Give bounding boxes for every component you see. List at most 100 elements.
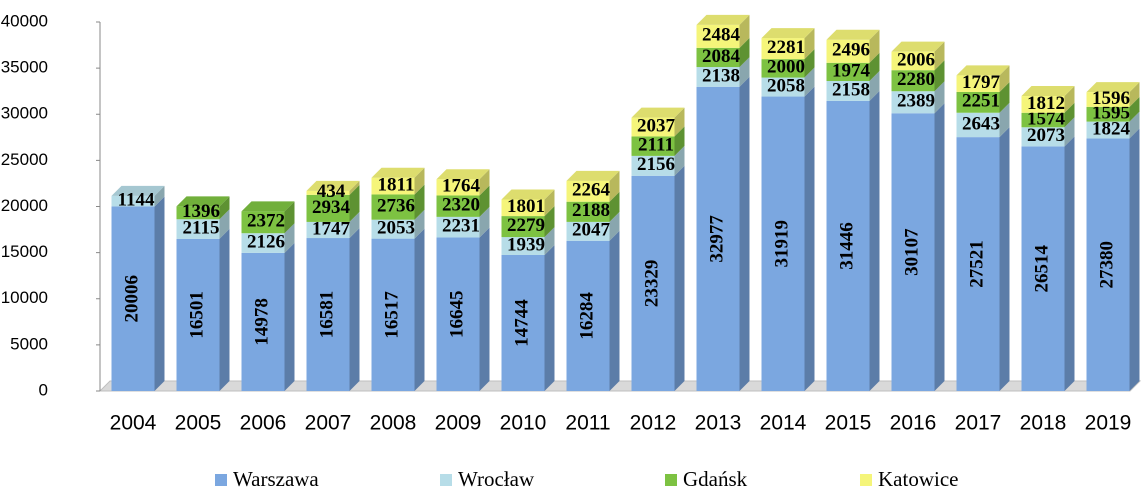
bar-top (631, 107, 685, 118)
data-label: 1574 (1027, 108, 1066, 129)
data-label: 2320 (442, 195, 480, 216)
legend-label: Katowice (878, 467, 958, 491)
bar-top (826, 29, 880, 40)
bar (566, 221, 610, 241)
data-label: 2372 (247, 211, 285, 232)
data-label: 16284 (576, 292, 597, 340)
bar-side (609, 191, 620, 222)
data-label: 2037 (637, 115, 676, 136)
bar-side (284, 201, 295, 234)
data-label: 1747 (312, 218, 351, 239)
bar-side (479, 169, 490, 196)
data-label: 1144 (118, 190, 155, 211)
data-label: 32977 (706, 215, 727, 263)
bar (956, 112, 1000, 138)
y-tick-label: 35000 (1, 58, 48, 77)
y-tick-label: 40000 (1, 11, 48, 30)
bar-top (176, 196, 230, 207)
data-label: 2736 (377, 195, 415, 216)
legend-swatch (860, 474, 872, 486)
bar (111, 206, 155, 391)
bar-side (219, 228, 230, 391)
data-label: 1824 (1092, 118, 1131, 139)
bar-top (436, 169, 490, 180)
bar-side (999, 127, 1010, 391)
data-label: 1764 (442, 176, 481, 197)
bar (891, 51, 935, 71)
bar-side (869, 90, 880, 392)
bar (566, 240, 610, 391)
bar (1086, 121, 1130, 139)
bar-side (999, 65, 1010, 92)
x-tick-label: 2005 (175, 412, 222, 435)
bar-side (1129, 128, 1140, 391)
data-label: 16501 (186, 291, 207, 339)
legend-swatch (440, 474, 452, 486)
bar-side (154, 196, 165, 391)
bar-side (479, 185, 490, 217)
bar (1021, 112, 1065, 128)
x-tick-label: 2004 (110, 412, 157, 435)
bar-side (869, 52, 880, 82)
data-label: 1939 (507, 234, 545, 255)
bar-side (674, 145, 685, 176)
data-label: 2006 (897, 49, 935, 70)
bar (1086, 92, 1130, 107)
bar-side (804, 28, 815, 60)
bar-side (1129, 96, 1140, 122)
data-label: 2000 (767, 57, 805, 78)
bar-side (284, 242, 295, 391)
data-label: 1595 (1092, 103, 1130, 124)
bar (631, 175, 675, 391)
bar-side (219, 196, 230, 220)
bar (306, 238, 350, 391)
bar-side (804, 49, 815, 78)
data-label: 23329 (641, 260, 662, 308)
data-label: 1596 (1092, 88, 1130, 109)
data-label: 2264 (572, 180, 611, 201)
data-label: 31919 (771, 220, 792, 268)
legend-swatch (665, 474, 677, 486)
bar (176, 238, 220, 391)
legend-swatch (215, 474, 227, 486)
bar (1086, 106, 1130, 122)
data-label: 2643 (962, 113, 1000, 134)
bar-side (414, 184, 425, 220)
data-label: 2934 (312, 197, 351, 218)
data-label: 2280 (897, 69, 935, 90)
bar-side (479, 206, 490, 238)
bar-side (609, 230, 620, 391)
x-tick-label: 2019 (1085, 412, 1132, 435)
data-label: 26514 (1031, 244, 1052, 292)
bar (826, 62, 870, 82)
bar-side (674, 107, 685, 137)
data-label: 1811 (378, 174, 415, 195)
bar-side (934, 60, 945, 92)
bar-side (609, 211, 620, 241)
y-tick-label: 30000 (1, 104, 48, 123)
bar-top (1086, 82, 1140, 93)
bar (761, 77, 805, 97)
bar-side (349, 184, 360, 222)
bar (956, 75, 1000, 92)
bar (1021, 127, 1065, 147)
data-label: 2126 (247, 231, 285, 252)
data-label: 2047 (572, 220, 611, 241)
bar-side (219, 209, 230, 239)
bar-top (1021, 86, 1075, 97)
bar-side (739, 14, 750, 48)
bar-top (501, 189, 555, 200)
bar (501, 199, 545, 217)
bar-side (869, 29, 880, 63)
bar-side (349, 180, 360, 195)
bar (241, 233, 285, 253)
bar-side (739, 76, 750, 392)
bar (371, 177, 415, 195)
bar (436, 179, 480, 196)
bar-side (999, 102, 1010, 138)
data-label: 2138 (702, 65, 740, 86)
data-label: 20006 (121, 275, 142, 323)
bar (696, 24, 740, 48)
x-tick-label: 2008 (370, 412, 417, 435)
